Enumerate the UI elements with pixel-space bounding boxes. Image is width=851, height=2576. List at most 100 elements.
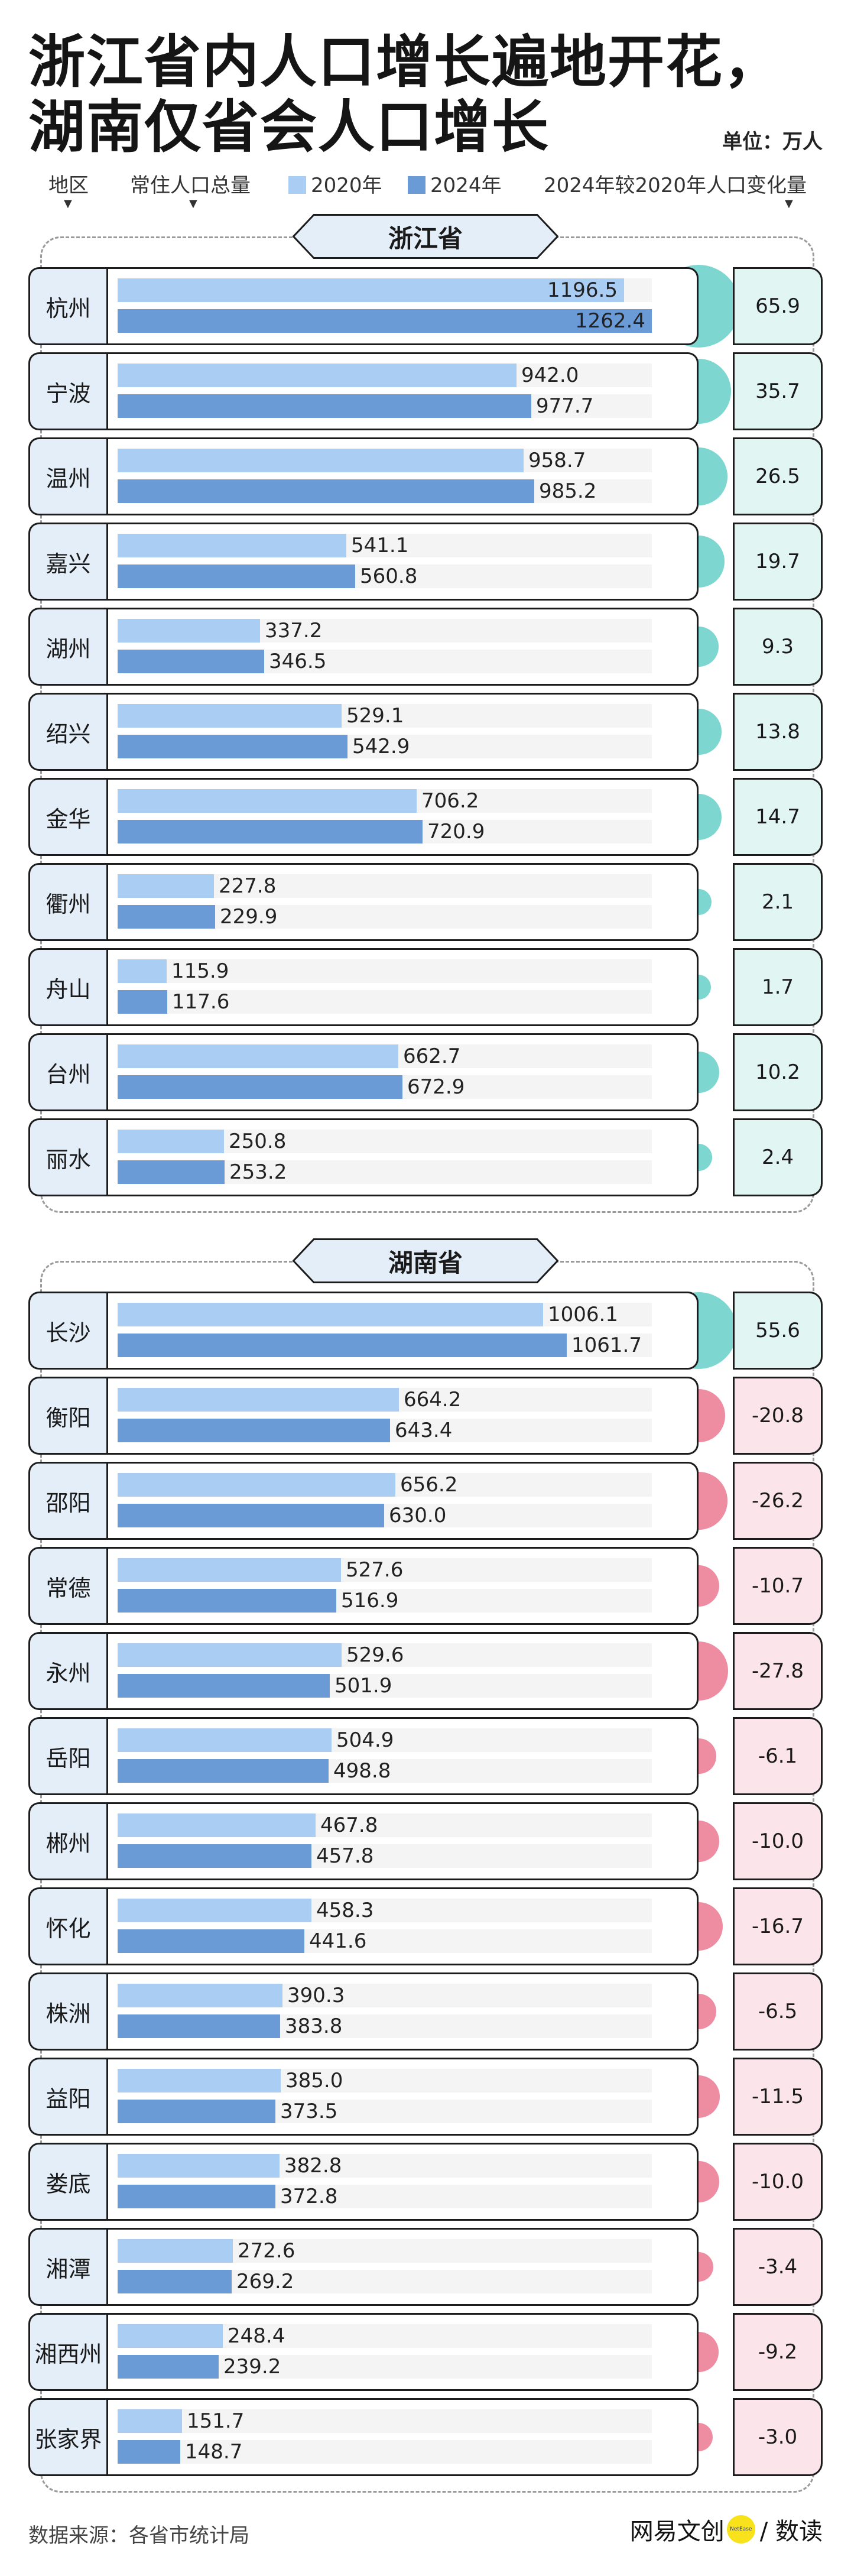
city-row: 岳阳 504.9 498.8 -6.1: [28, 1717, 823, 1795]
city-name: 丽水: [28, 1118, 106, 1196]
bar-2024: [118, 564, 355, 588]
bar-panel: 227.8 229.9: [106, 863, 699, 941]
bar-2020: [118, 364, 517, 387]
bar-2020: [118, 534, 346, 557]
change-value: -6.1: [733, 1717, 823, 1795]
bar-2024-label: 516.9: [341, 1589, 399, 1613]
city-row: 宁波 942.0 977.7 35.7: [28, 352, 823, 430]
change-value: -26.2: [733, 1462, 823, 1540]
bar-2024: [118, 1759, 329, 1783]
bar-2024-label: 630.0: [389, 1504, 447, 1527]
bar-panel: 115.9 117.6: [106, 948, 699, 1026]
city-name: 杭州: [28, 267, 106, 345]
bar-2024-label: 383.8: [285, 2014, 343, 2038]
bar-2020-label: 115.9: [171, 959, 229, 983]
bar-2024: [118, 905, 215, 929]
unit-label: 单位：万人: [722, 130, 823, 154]
bar-2024-label: 372.8: [280, 2185, 338, 2208]
city-row: 娄底 382.8 372.8 -10.0: [28, 2143, 823, 2221]
change-value: 19.7: [733, 523, 823, 601]
bar-panel: 529.6 501.9: [106, 1632, 699, 1710]
bar-2020-label: 458.3: [316, 1899, 374, 1922]
bar-panel: 382.8 372.8: [106, 2143, 699, 2221]
brand-logo: 网易文创 NetEase / 数读: [630, 2512, 823, 2546]
bar-panel: 656.2 630.0: [106, 1462, 699, 1540]
city-row: 温州 958.7 985.2 26.5: [28, 437, 823, 515]
bar-2024: [118, 1160, 225, 1184]
bar-2024: [118, 1334, 567, 1357]
city-row: 湖州 337.2 346.5 9.3: [28, 608, 823, 686]
city-row: 长沙 1006.1 1061.7 55.6: [28, 1292, 823, 1370]
bar-2024-label: 977.7: [536, 394, 594, 418]
city-name: 宁波: [28, 352, 106, 430]
city-row: 怀化 458.3 441.6 -16.7: [28, 1887, 823, 1965]
bar-2020: [118, 2069, 281, 2092]
bar-2020: [118, 1303, 543, 1326]
bar-2024-label: 643.4: [395, 1419, 453, 1442]
city-row: 湘潭 272.6 269.2 -3.4: [28, 2228, 823, 2306]
bar-panel: 272.6 269.2: [106, 2228, 699, 2306]
bar-2020-label: 250.8: [229, 1130, 287, 1153]
bar-2024: [118, 1589, 336, 1613]
city-name: 衡阳: [28, 1377, 106, 1455]
bar-2020: [118, 704, 342, 728]
bar-2024-label: 1061.7: [571, 1334, 642, 1357]
legend-2020-label: 2020年: [311, 174, 382, 197]
bar-2024: [118, 820, 423, 843]
province-label-outline: [293, 1238, 558, 1283]
chart-title-line-2: 湖南仅省会人口增长: [28, 94, 550, 160]
change-value: -10.0: [733, 2143, 823, 2221]
bar-2020: [118, 2239, 233, 2263]
bar-panel: 337.2 346.5: [106, 608, 699, 686]
bar-2020: [118, 1388, 399, 1412]
city-row: 永州 529.6 501.9 -27.8: [28, 1632, 823, 1710]
bar-panel: 706.2 720.9: [106, 778, 699, 856]
bar-panel: 541.1 560.8: [106, 523, 699, 601]
bar-2024-label: 985.2: [539, 479, 597, 503]
city-name: 湘西州: [28, 2313, 106, 2391]
change-value: -11.5: [733, 2058, 823, 2136]
change-value: -6.5: [733, 1972, 823, 2051]
bar-2024: [118, 650, 264, 673]
bar-2020-label: 390.3: [287, 1984, 345, 2007]
brand-column: / 数读: [759, 2518, 823, 2545]
bar-2024: [118, 2270, 232, 2293]
change-value: 26.5: [733, 437, 823, 515]
brand-dot-icon: NetEase: [726, 2515, 755, 2543]
city-row: 台州 662.7 672.9 10.2: [28, 1033, 823, 1111]
bar-2020-label: 656.2: [400, 1473, 458, 1497]
bar-2024: [118, 1674, 330, 1698]
legend-2024: 2024年: [408, 169, 502, 198]
bar-2024: [118, 1075, 402, 1099]
city-name: 永州: [28, 1632, 106, 1710]
bar-2020-label: 1006.1: [548, 1303, 618, 1326]
change-value: 2.4: [733, 1118, 823, 1196]
city-row: 常德 527.6 516.9 -10.7: [28, 1547, 823, 1625]
bar-2024: [118, 2100, 275, 2123]
bar-2024-label: 373.5: [280, 2100, 338, 2123]
city-name: 益阳: [28, 2058, 106, 2136]
bar-2020: [118, 1984, 282, 2007]
data-source: 数据来源：各省市统计局: [28, 2524, 249, 2548]
city-name: 娄底: [28, 2143, 106, 2221]
bar-2024: [118, 394, 531, 418]
city-row: 衢州 227.8 229.9 2.1: [28, 863, 823, 941]
bar-2024: [118, 2355, 219, 2379]
bar-2020-label: 664.2: [404, 1388, 462, 1412]
bar-panel: 458.3 441.6: [106, 1887, 699, 1965]
city-name: 长沙: [28, 1292, 106, 1370]
bar-2020: [118, 874, 214, 898]
city-name: 岳阳: [28, 1717, 106, 1795]
bar-2020: [118, 278, 624, 302]
city-row: 衡阳 664.2 643.4 -20.8: [28, 1377, 823, 1455]
legend-2020: 2020年: [288, 169, 382, 198]
bar-2024-label: 720.9: [427, 820, 485, 843]
bar-2024-label: 441.6: [309, 1929, 367, 1953]
change-value: -9.2: [733, 2313, 823, 2391]
bar-2024: [118, 1844, 311, 1868]
city-name: 嘉兴: [28, 523, 106, 601]
city-name: 绍兴: [28, 693, 106, 771]
bar-2024: [118, 2185, 275, 2208]
bar-panel: 151.7 148.7: [106, 2398, 699, 2476]
city-name: 邵阳: [28, 1462, 106, 1540]
